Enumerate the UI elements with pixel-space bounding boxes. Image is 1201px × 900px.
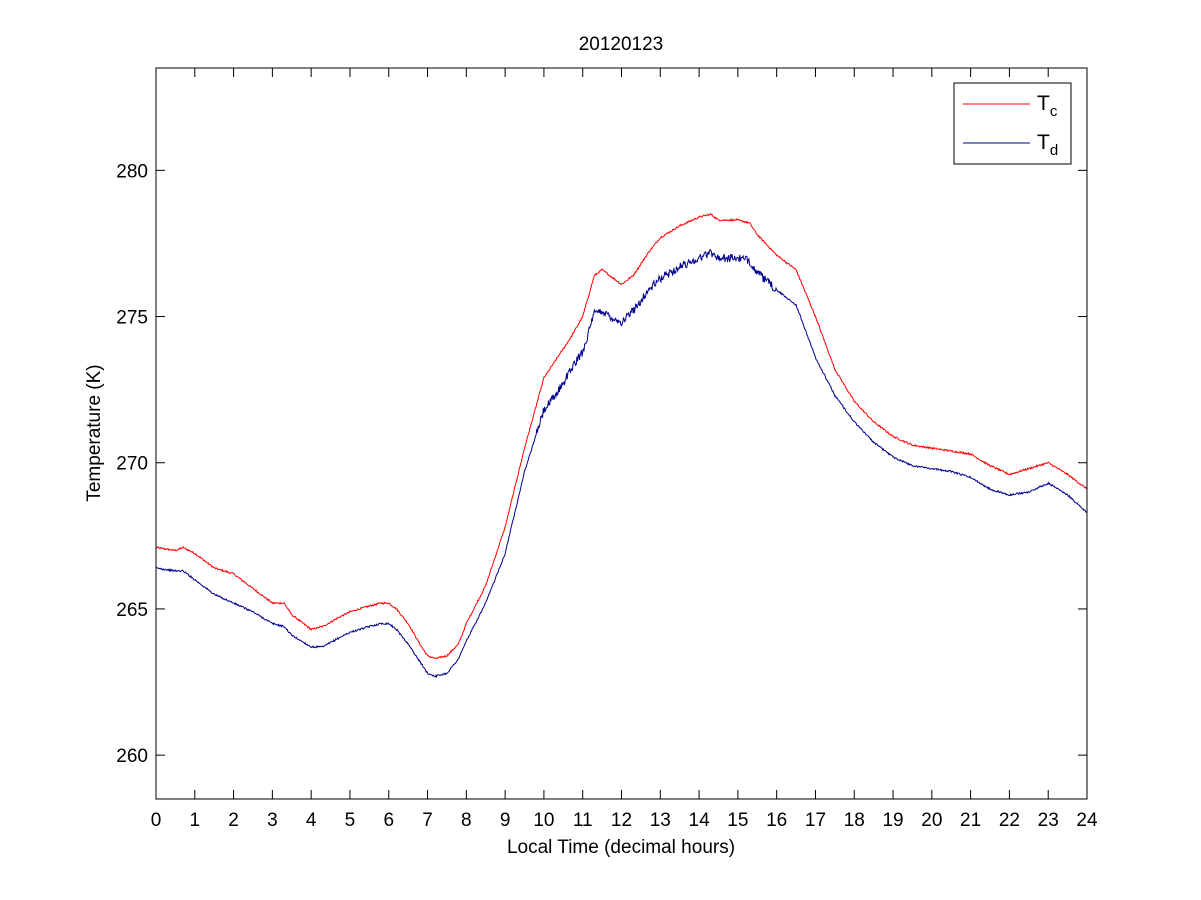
legend: Tc Td <box>953 82 1072 165</box>
x-tick-label: 0 <box>151 810 162 831</box>
legend-label-td: Td <box>1037 131 1058 159</box>
x-tick-label: 15 <box>727 810 748 831</box>
y-tick-label: 265 <box>116 600 148 621</box>
x-tick-label: 5 <box>345 810 356 831</box>
x-tick-label: 7 <box>422 810 433 831</box>
x-tick-label: 4 <box>306 810 317 831</box>
x-tick-label: 12 <box>611 810 632 831</box>
x-axis: 0 1 2 3 4 5 6 7 8 9 10 11 12 13 14 15 16 17 18 19 20 21 22 23 24 <box>151 68 1098 831</box>
y-tick-label: 260 <box>116 746 148 767</box>
x-tick-label: 6 <box>383 810 394 831</box>
y-tick-label: 280 <box>116 161 148 182</box>
x-axis-label: Local Time (decimal hours) <box>507 837 735 858</box>
legend-label-tc: Tc <box>1037 92 1058 120</box>
x-tick-label: 18 <box>844 810 865 831</box>
x-tick-label: 21 <box>960 810 981 831</box>
x-tick-label: 3 <box>267 810 278 831</box>
x-tick-label: 11 <box>573 810 593 831</box>
x-tick-label: 20 <box>921 810 942 831</box>
series-line-td <box>155 248 1088 678</box>
x-tick-label: 19 <box>882 810 903 831</box>
x-tick-label: 2 <box>228 810 239 831</box>
x-tick-label: 8 <box>461 810 472 831</box>
series-line-tc <box>155 213 1088 660</box>
y-tick-label: 275 <box>116 308 148 329</box>
y-axis: 260 265 270 275 280 <box>116 161 1087 767</box>
x-tick-label: 10 <box>533 810 554 831</box>
x-tick-label: 14 <box>689 810 711 831</box>
plot-area <box>156 68 1087 799</box>
x-tick-label: 1 <box>190 810 201 831</box>
y-tick-label: 270 <box>116 454 148 475</box>
x-tick-label: 9 <box>500 810 511 831</box>
x-tick-label: 23 <box>1038 810 1059 831</box>
x-tick-label: 13 <box>650 810 671 831</box>
x-tick-label: 17 <box>805 810 826 831</box>
y-axis-label: Temperature (K) <box>84 364 105 501</box>
legend-box <box>953 82 1072 165</box>
x-tick-label: 24 <box>1076 810 1098 831</box>
x-tick-label: 22 <box>999 810 1020 831</box>
series-layer <box>155 213 1088 678</box>
x-tick-label: 16 <box>766 810 787 831</box>
chart-title: 20120123 <box>579 34 664 55</box>
